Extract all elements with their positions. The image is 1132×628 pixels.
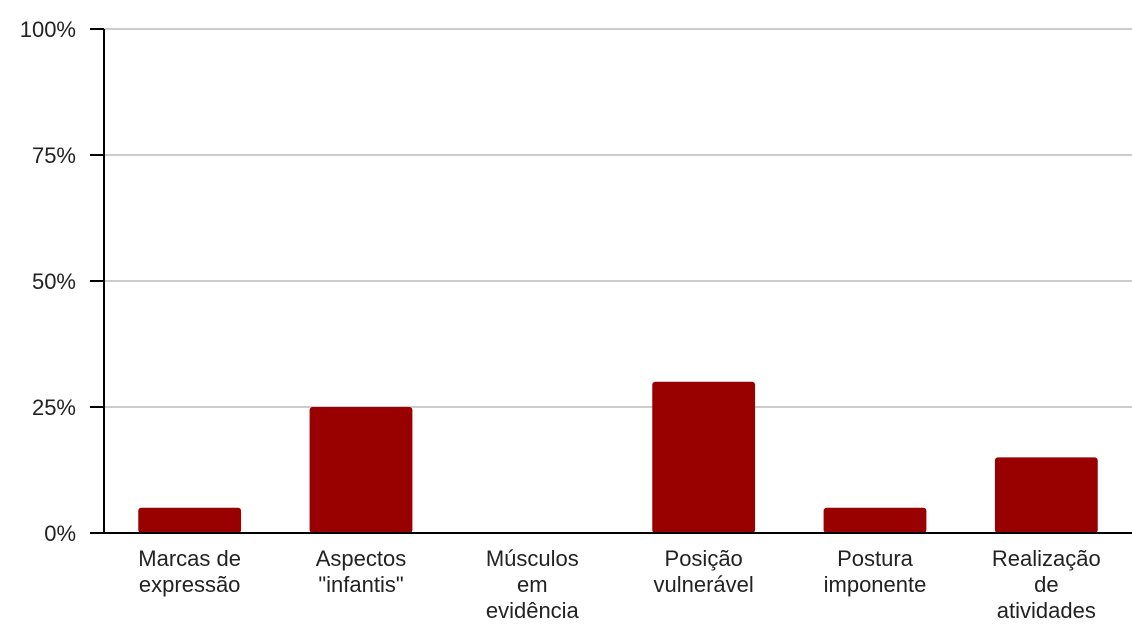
y-tick-label: 75% xyxy=(32,143,76,168)
x-tick-labels: Marcas de expressão Aspectos "infantis" Músc… xyxy=(138,546,1100,623)
y-tick-label: 100% xyxy=(20,17,76,42)
bar xyxy=(138,507,242,533)
bars xyxy=(138,381,1098,533)
x-tick-label: Músculos em evidência xyxy=(486,546,580,623)
y-tick-label: 50% xyxy=(32,269,76,294)
bar xyxy=(994,457,1098,533)
x-tick-label: Realização de atividades xyxy=(992,546,1101,623)
bar xyxy=(823,507,927,533)
y-tick-label: 0% xyxy=(44,521,76,546)
x-tick-label: Marcas de expressão xyxy=(138,546,241,597)
x-tick-label: Aspectos "infantis" xyxy=(316,546,407,597)
y-tick-label: 25% xyxy=(32,395,76,420)
y-tick-labels: 0% 25% 50% 75% 100% xyxy=(20,17,76,546)
x-tick-label: Postura imponente xyxy=(824,546,927,597)
bar xyxy=(309,407,413,533)
axes xyxy=(90,28,1132,534)
x-tick-label: Posição vulnerável xyxy=(654,546,754,597)
gridlines xyxy=(104,28,1132,408)
bar xyxy=(652,381,756,533)
